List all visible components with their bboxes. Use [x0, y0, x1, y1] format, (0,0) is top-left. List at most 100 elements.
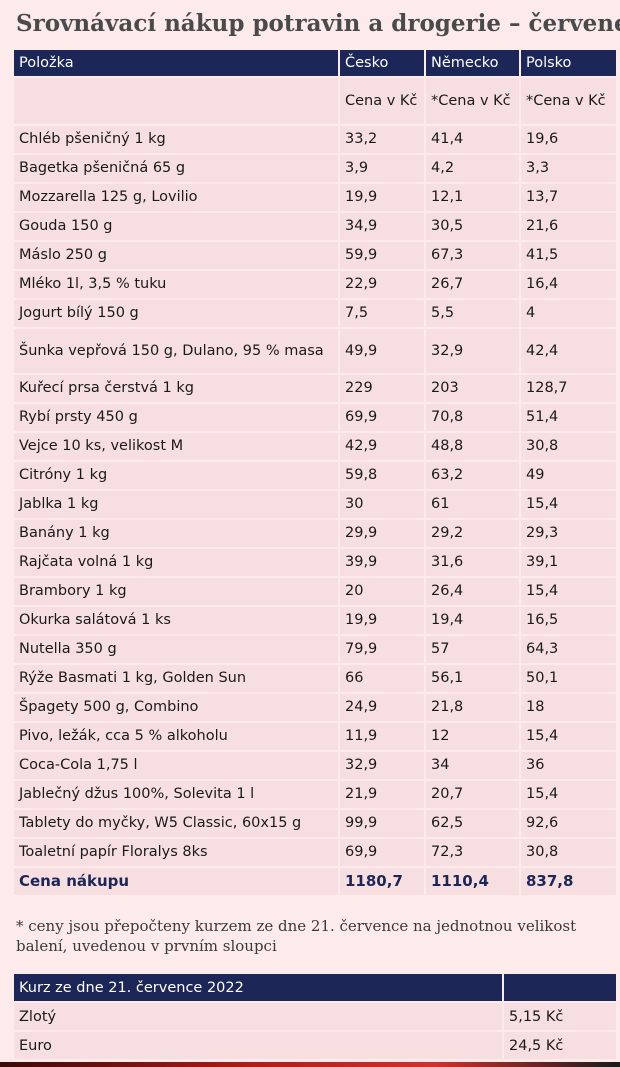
price-cell: 92,6	[521, 810, 616, 837]
price-cell: 67,3	[426, 242, 519, 269]
item-name-cell: Citróny 1 kg	[14, 462, 338, 489]
price-cell: 229	[340, 375, 424, 402]
table-row: Brambory 1 kg 20 26,4 15,4	[14, 578, 616, 605]
subheader-cell: Cena v Kč	[340, 78, 424, 124]
price-cell: 128,7	[521, 375, 616, 402]
table-row: Mléko 1l, 3,5 % tuku 22,9 26,7 16,4	[14, 271, 616, 298]
table-row: Jablečný džus 100%, Solevita 1 l 21,9 20,7…	[14, 781, 616, 808]
price-cell: 11,9	[340, 723, 424, 750]
price-cell: 15,4	[521, 578, 616, 605]
price-cell: 20	[340, 578, 424, 605]
table-row: Toaletní papír Floralys 8ks 69,9 72,3 30,8	[14, 839, 616, 866]
price-cell: 18	[521, 694, 616, 721]
table-header-row: Položka Česko Německo Polsko	[14, 50, 616, 76]
price-cell: 36	[521, 752, 616, 779]
item-name-cell: Gouda 150 g	[14, 213, 338, 240]
item-name-cell: Okurka salátová 1 ks	[14, 607, 338, 634]
price-cell: 39,9	[340, 549, 424, 576]
price-comparison-table: Položka Česko Německo Polsko Cena v Kč *…	[12, 48, 618, 897]
item-name-cell: Pivo, ležák, cca 5 % alkoholu	[14, 723, 338, 750]
table-row: Pivo, ležák, cca 5 % alkoholu 11,9 12 15,4	[14, 723, 616, 750]
currency-name: Zlotý	[14, 1003, 502, 1030]
price-cell: 19,6	[521, 126, 616, 153]
price-cell: 49,9	[340, 329, 424, 373]
item-name-cell: Brambory 1 kg	[14, 578, 338, 605]
price-cell: 41,5	[521, 242, 616, 269]
table-row: Vejce 10 ks, velikost M 42,9 48,8 30,8	[14, 433, 616, 460]
column-header-czechia: Česko	[340, 50, 424, 76]
price-cell: 26,4	[426, 578, 519, 605]
price-cell: 26,7	[426, 271, 519, 298]
column-header-germany: Německo	[426, 50, 519, 76]
rate-row: Euro 24,5 Kč	[14, 1032, 616, 1059]
price-cell: 64,3	[521, 636, 616, 663]
currency-rate: 24,5 Kč	[504, 1032, 616, 1059]
item-name-cell: Rajčata volná 1 kg	[14, 549, 338, 576]
price-cell: 33,2	[340, 126, 424, 153]
total-poland: 837,8	[521, 868, 616, 895]
total-germany: 1110,4	[426, 868, 519, 895]
table-row: Banány 1 kg 29,9 29,2 29,3	[14, 520, 616, 547]
price-cell: 59,8	[340, 462, 424, 489]
table-row: Okurka salátová 1 ks 19,9 19,4 16,5	[14, 607, 616, 634]
item-name-cell: Jablka 1 kg	[14, 491, 338, 518]
exchange-rate-table: Kurz ze dne 21. července 2022 Zlotý 5,15 …	[12, 972, 618, 1061]
currency-rate: 5,15 Kč	[504, 1003, 616, 1030]
table-row: Tablety do myčky, W5 Classic, 60x15 g 99,…	[14, 810, 616, 837]
price-cell: 7,5	[340, 300, 424, 327]
item-name-cell: Rýže Basmati 1 kg, Golden Sun	[14, 665, 338, 692]
price-cell: 3,3	[521, 155, 616, 182]
table-subheader-row: Cena v Kč *Cena v Kč *Cena v Kč	[14, 78, 616, 124]
table-row: Rýže Basmati 1 kg, Golden Sun 66 56,1 50,1	[14, 665, 616, 692]
price-cell: 16,5	[521, 607, 616, 634]
table-row: Gouda 150 g 34,9 30,5 21,6	[14, 213, 616, 240]
price-cell: 63,2	[426, 462, 519, 489]
price-cell: 3,9	[340, 155, 424, 182]
price-cell: 21,8	[426, 694, 519, 721]
price-cell: 42,9	[340, 433, 424, 460]
price-cell: 79,9	[340, 636, 424, 663]
table-row: Rybí prsty 450 g 69,9 70,8 51,4	[14, 404, 616, 431]
table-row: Citróny 1 kg 59,8 63,2 49	[14, 462, 616, 489]
page-title: Srovnávací nákup potravin a drogerie – č…	[16, 10, 620, 37]
item-name-cell: Šunka vepřová 150 g, Dulano, 95 % masa	[14, 329, 338, 373]
price-cell: 41,4	[426, 126, 519, 153]
price-cell: 61	[426, 491, 519, 518]
price-cell: 30,8	[521, 839, 616, 866]
price-cell: 62,5	[426, 810, 519, 837]
price-cell: 99,9	[340, 810, 424, 837]
rates-header-row: Kurz ze dne 21. července 2022	[14, 974, 616, 1001]
price-cell: 29,3	[521, 520, 616, 547]
price-cell: 70,8	[426, 404, 519, 431]
price-cell: 32,9	[340, 752, 424, 779]
price-cell: 30,5	[426, 213, 519, 240]
price-cell: 34,9	[340, 213, 424, 240]
price-cell: 34	[426, 752, 519, 779]
price-cell: 29,2	[426, 520, 519, 547]
price-cell: 69,9	[340, 839, 424, 866]
price-cell: 72,3	[426, 839, 519, 866]
price-cell: 19,4	[426, 607, 519, 634]
price-cell: 69,9	[340, 404, 424, 431]
rates-header: Kurz ze dne 21. července 2022	[14, 974, 502, 1001]
price-cell: 12	[426, 723, 519, 750]
footnote: * ceny jsou přepočteny kurzem ze dne 21.…	[16, 917, 577, 955]
item-name-cell: Máslo 250 g	[14, 242, 338, 269]
price-cell: 21,9	[340, 781, 424, 808]
table-row: Špagety 500 g, Combino 24,9 21,8 18	[14, 694, 616, 721]
price-cell: 48,8	[426, 433, 519, 460]
price-cell: 31,6	[426, 549, 519, 576]
item-name-cell: Chléb pšeničný 1 kg	[14, 126, 338, 153]
table-row: Máslo 250 g 59,9 67,3 41,5	[14, 242, 616, 269]
price-cell: 15,4	[521, 723, 616, 750]
price-cell: 51,4	[521, 404, 616, 431]
price-cell: 49	[521, 462, 616, 489]
table-row: Bagetka pšeničná 65 g 3,9 4,2 3,3	[14, 155, 616, 182]
item-name-cell: Rybí prsty 450 g	[14, 404, 338, 431]
item-name-cell: Kuřecí prsa čerstvá 1 kg	[14, 375, 338, 402]
price-cell: 50,1	[521, 665, 616, 692]
table-row: Nutella 350 g 79,9 57 64,3	[14, 636, 616, 663]
price-cell: 22,9	[340, 271, 424, 298]
price-cell: 203	[426, 375, 519, 402]
table-row: Šunka vepřová 150 g, Dulano, 95 % masa 49…	[14, 329, 616, 373]
